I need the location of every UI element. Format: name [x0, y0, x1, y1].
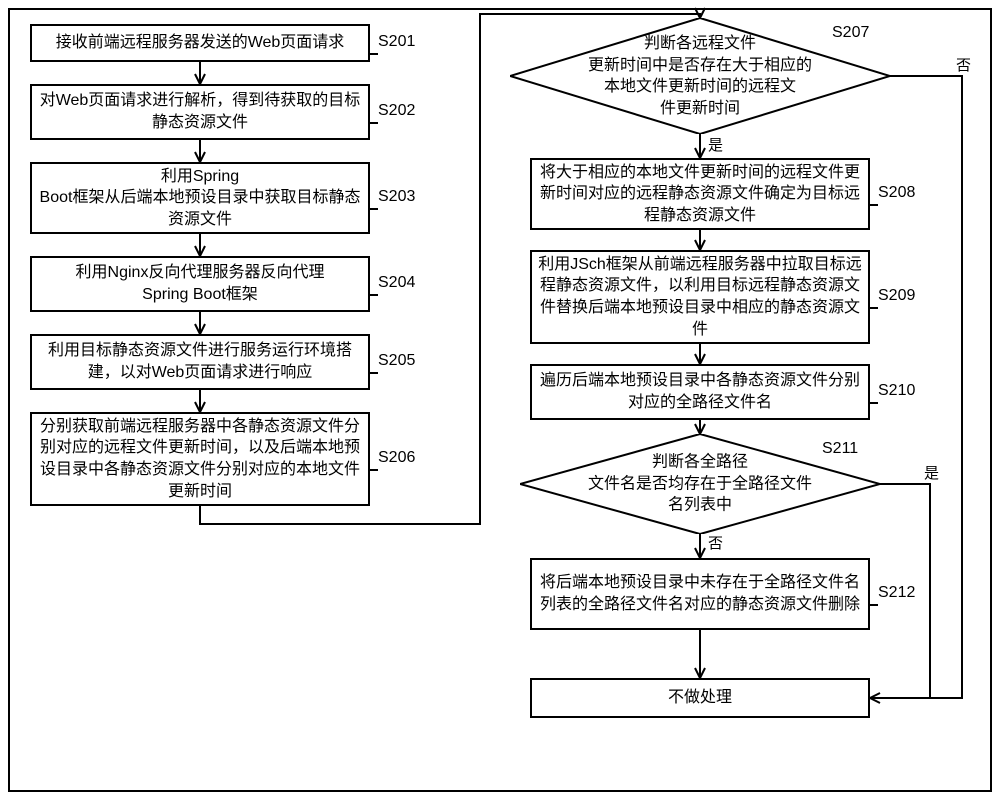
connector	[688, 332, 712, 376]
branch-label-yes: 是	[708, 134, 723, 155]
connector	[688, 618, 712, 690]
branch-label-no: 否	[708, 532, 723, 553]
connector	[688, 408, 712, 446]
branch-label-yes: 是	[924, 462, 939, 483]
step-label: S207	[832, 24, 869, 42]
leader-tick	[370, 111, 378, 113]
leader-tick	[870, 193, 878, 195]
flow-step-text: 不做处理	[668, 687, 732, 709]
leader-tick	[370, 361, 378, 363]
leader-tick	[370, 283, 378, 285]
leader-tick	[870, 391, 878, 393]
flow-step-text: 将后端本地预设目录中未存在于全路径文件名列表的全路径文件名对应的静态资源文件删除	[538, 572, 862, 615]
connector	[688, 218, 712, 262]
branch-label-no: 否	[956, 54, 971, 75]
connector	[858, 472, 942, 710]
leader-tick	[370, 42, 378, 44]
connector	[188, 2, 712, 536]
step-label: S211	[822, 440, 858, 458]
leader-tick	[370, 197, 378, 199]
leader-tick	[870, 296, 878, 298]
leader-tick	[870, 593, 878, 595]
leader-tick	[370, 458, 378, 460]
